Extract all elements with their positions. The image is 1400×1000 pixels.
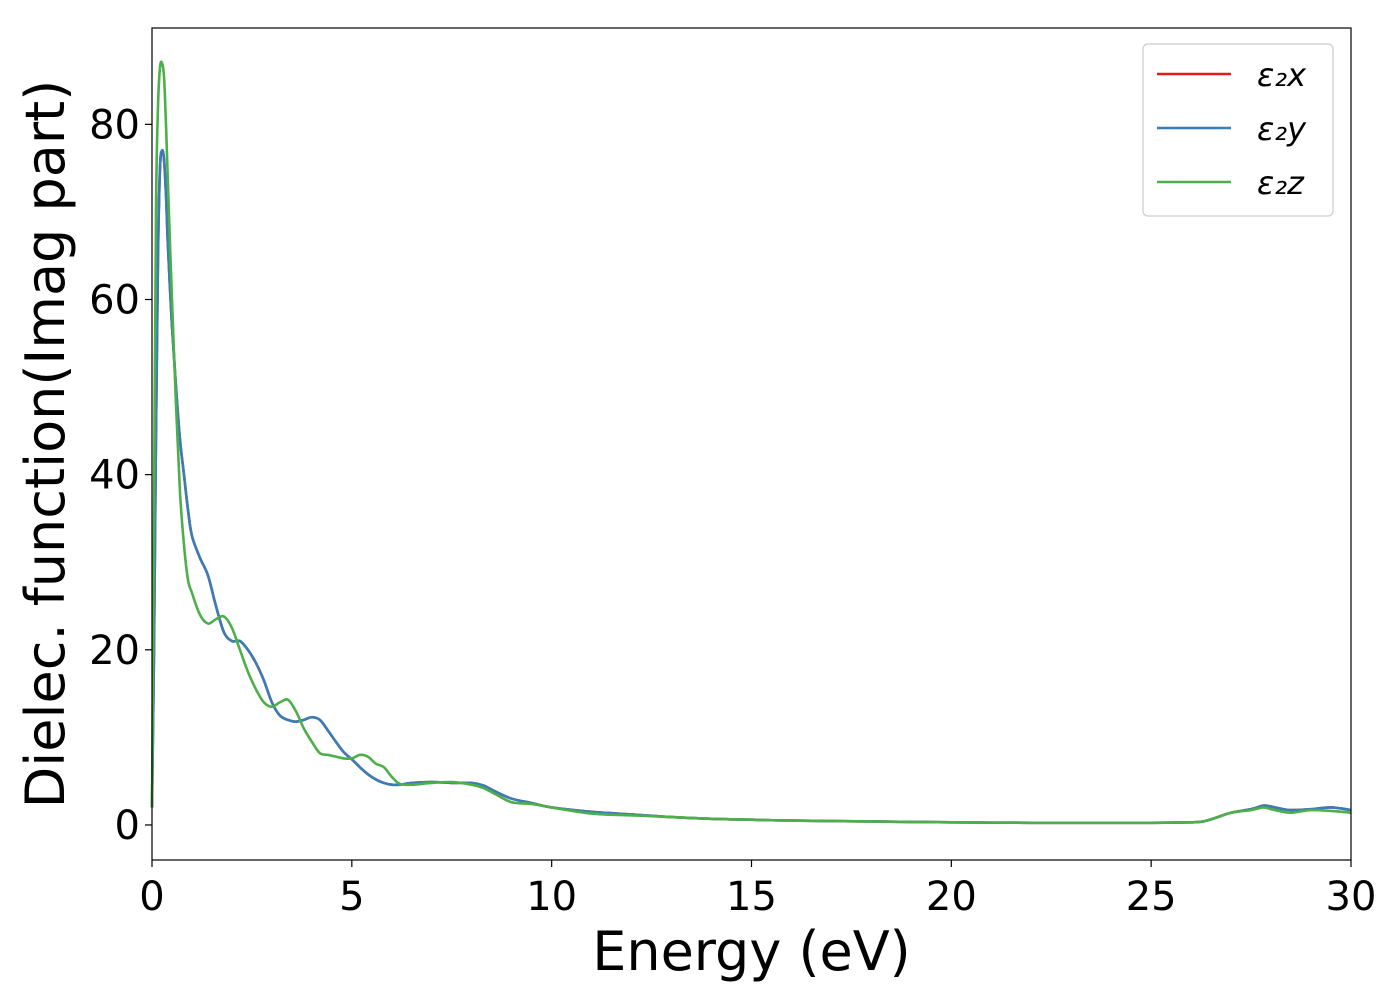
x-tick-label: 10 [526,874,577,920]
legend-label-2: ε₂y [1257,110,1307,148]
legend-box [1142,43,1334,217]
y-tick-label: 60 [89,277,140,323]
legend-label-3: ε₂z [1257,164,1305,202]
y-tick-label: 20 [89,628,140,674]
x-tick-label: 25 [1126,874,1177,920]
x-axis-ticks: 0 5 10 15 20 25 30 [139,860,1376,920]
x-tick-label: 15 [726,874,777,920]
legend-label-1: ε₂x [1257,56,1307,94]
y-tick-label: 0 [115,803,140,849]
x-tick-label: 20 [926,874,977,920]
y-axis-ticks: 0 20 40 60 80 [89,102,152,849]
y-tick-label: 40 [89,453,140,499]
y-tick-label: 80 [89,102,140,148]
x-tick-label: 0 [139,874,164,920]
x-tick-label: 30 [1326,874,1377,920]
legend: ε₂x ε₂y ε₂z [1142,43,1334,217]
series-line-3 [150,60,1352,825]
y-axis-label: Dielec. function(Imag part) [14,80,77,809]
plot-lines [150,60,1352,825]
x-axis-label: Energy (eV) [592,920,911,983]
x-tick-label: 5 [339,874,364,920]
